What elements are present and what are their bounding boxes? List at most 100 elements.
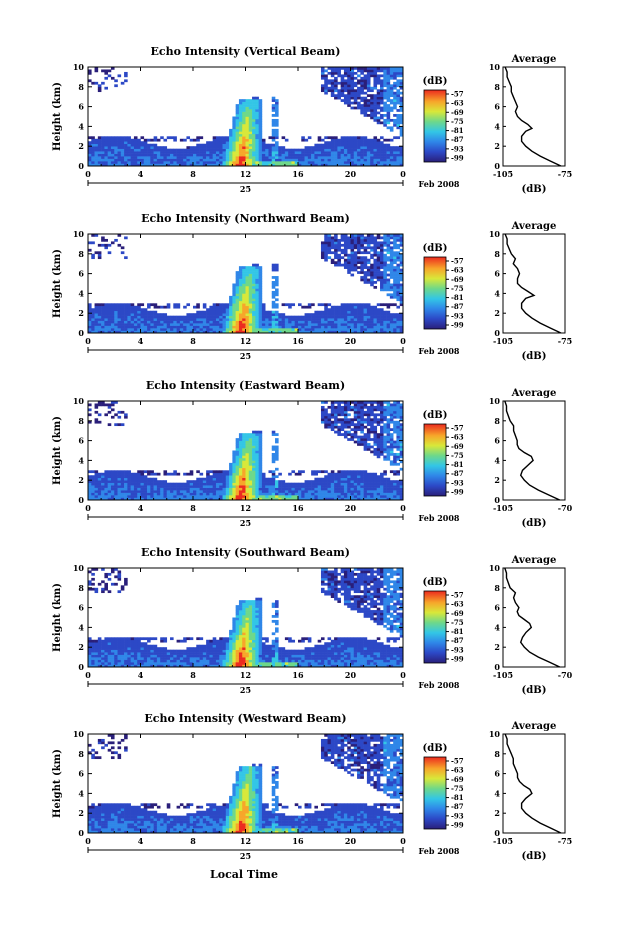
heatmap-cell — [268, 136, 273, 140]
heatmap-cell — [255, 460, 259, 464]
heatmap-cell — [258, 490, 263, 493]
heatmap-cell — [337, 325, 341, 329]
heatmap-cell — [91, 161, 95, 164]
heatmap-cell — [298, 158, 302, 162]
heatmap-cell — [193, 492, 197, 496]
x-tick-label: 20 — [345, 503, 357, 513]
heatmap-cell — [232, 308, 236, 312]
heatmap-cell — [360, 320, 364, 324]
heatmap-cell — [324, 256, 328, 260]
heatmap-cell — [386, 109, 391, 112]
heatmap-cell — [133, 138, 138, 142]
heatmap-cell — [255, 443, 259, 446]
heatmap-cell — [317, 495, 322, 498]
heatmap-cell — [238, 111, 243, 115]
heatmap-cell — [370, 480, 374, 483]
heatmap-cell — [238, 320, 243, 324]
heatmap-cell — [219, 320, 223, 324]
heatmap-cell — [147, 303, 151, 307]
heatmap-cell — [330, 497, 335, 501]
heatmap-cell — [366, 266, 371, 269]
heatmap-cell — [281, 490, 286, 493]
heatmap-cell — [124, 475, 128, 479]
heatmap-cell — [373, 246, 378, 250]
heatmap-cell — [389, 440, 394, 444]
heatmap-cell — [320, 492, 325, 496]
heatmap-cell — [156, 495, 161, 498]
heatmap-cell — [301, 153, 305, 157]
heatmap-cell — [360, 418, 364, 422]
colorbar-tick-label: -99 — [451, 321, 464, 330]
heatmap-cell — [173, 305, 177, 309]
heatmap-cell — [399, 268, 404, 272]
heatmap-cell — [327, 425, 332, 429]
heatmap-cell — [347, 325, 351, 329]
heatmap-cell — [101, 305, 105, 309]
heatmap-cell — [268, 470, 273, 474]
heatmap-cell — [248, 492, 253, 496]
heatmap-cell — [222, 487, 227, 491]
heatmap-cell — [291, 485, 296, 488]
heatmap-cell — [363, 263, 368, 267]
heatmap-cell — [248, 450, 253, 454]
avg-x-tick-label: -105 — [493, 169, 513, 179]
heatmap-cell — [357, 330, 361, 334]
heatmap-cell — [94, 318, 99, 321]
heatmap-cell — [320, 477, 325, 481]
heatmap-cell — [255, 156, 259, 159]
heatmap-cell — [399, 323, 404, 326]
heatmap-cell — [258, 448, 263, 451]
heatmap-cell — [88, 158, 92, 162]
heatmap-cell — [97, 475, 102, 479]
heatmap-cell — [340, 263, 345, 267]
heatmap-cell — [268, 330, 273, 334]
heatmap-cell — [238, 448, 243, 451]
heatmap-cell — [193, 325, 197, 329]
heatmap-cell — [186, 492, 191, 496]
heatmap-cell — [366, 323, 371, 326]
heatmap-cell — [324, 313, 328, 316]
heatmap-cell — [238, 136, 243, 140]
heatmap-cell — [225, 475, 230, 479]
heatmap-cell — [275, 106, 279, 110]
heatmap-cell — [389, 256, 394, 260]
heatmap-cell — [179, 163, 184, 167]
heatmap-cell — [101, 303, 105, 307]
heatmap-cell — [94, 410, 99, 414]
heatmap-cell — [97, 161, 102, 164]
average-unit: (dB) — [522, 351, 547, 362]
heatmap-cell — [101, 328, 105, 331]
heatmap-cell — [376, 251, 381, 255]
heatmap-cell — [245, 485, 250, 488]
heatmap-cell — [104, 315, 108, 319]
heatmap-cell — [363, 487, 368, 491]
heatmap-cell — [114, 308, 118, 312]
heatmap-cell — [298, 492, 302, 496]
heatmap-cell — [215, 492, 220, 496]
heatmap-cell — [225, 472, 230, 476]
heatmap-cell — [353, 251, 358, 255]
heatmap-cell — [386, 323, 391, 326]
heatmap-cell — [222, 323, 227, 326]
heatmap-cell — [376, 104, 381, 107]
heatmap-cell — [114, 413, 118, 417]
heatmap-cell — [343, 96, 348, 100]
heatmap-cell — [370, 430, 374, 434]
heatmap-cell — [252, 490, 256, 493]
heatmap-cell — [360, 153, 364, 157]
heatmap-cell — [324, 151, 328, 154]
heatmap-cell — [343, 413, 348, 417]
heatmap-cell — [360, 318, 364, 321]
heatmap-cell — [170, 495, 174, 498]
heatmap-cell — [202, 161, 207, 164]
heatmap-cell — [370, 445, 374, 449]
heatmap-cell — [386, 158, 391, 162]
heatmap-cell — [186, 323, 191, 326]
heatmap-cell — [389, 163, 394, 167]
heatmap-cell — [238, 281, 243, 284]
heatmap-cell — [248, 497, 253, 501]
heatmap-cell — [275, 328, 279, 331]
heatmap-cell — [334, 475, 338, 479]
heatmap-cell — [242, 148, 246, 152]
heatmap-cell — [124, 315, 128, 319]
